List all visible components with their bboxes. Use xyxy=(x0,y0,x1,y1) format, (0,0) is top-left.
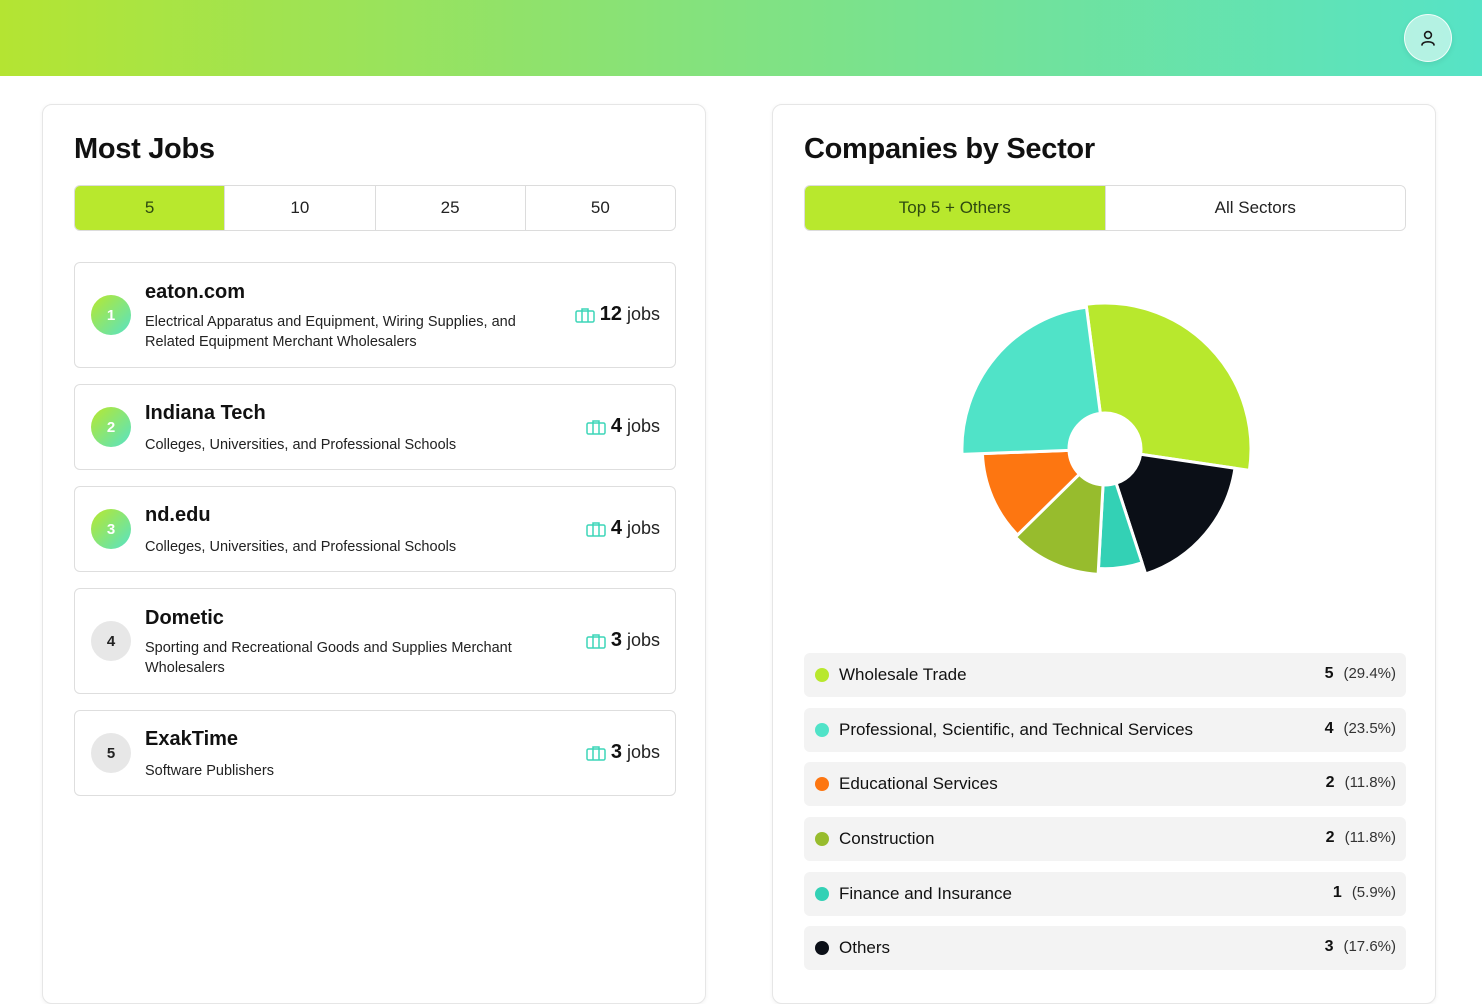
rank-badge: 2 xyxy=(91,407,131,447)
legend-dot xyxy=(815,723,829,737)
tab-all-sectors[interactable]: All Sectors xyxy=(1105,186,1405,230)
job-count: 3 jobs xyxy=(586,741,660,764)
company-list-item[interactable]: 2 Indiana Tech Colleges, Universities, a… xyxy=(74,384,676,470)
company-name: nd.edu xyxy=(145,504,211,526)
legend-percent: (11.8%) xyxy=(1344,774,1396,791)
legend-value: 1 (5.9%) xyxy=(1333,884,1396,902)
company-name: Indiana Tech xyxy=(145,402,266,424)
legend-label: Finance and Insurance xyxy=(839,884,1012,903)
tab-top-5[interactable]: 5 xyxy=(75,186,226,230)
legend-item-educational-services[interactable]: Educational Services 2 (11.8%) xyxy=(804,762,1406,806)
company-industry: Colleges, Universities, and Professional… xyxy=(145,539,457,555)
company-list-item[interactable]: 5 ExakTime Software Publishers 3 jobs xyxy=(74,710,676,796)
pie-slice-wholesale-trade[interactable] xyxy=(1084,303,1251,472)
company-industry: Colleges, Universities, and Professional… xyxy=(145,437,457,453)
briefcase-icon xyxy=(586,746,606,761)
company-name: Dometic xyxy=(145,607,224,629)
legend-label: Construction xyxy=(839,829,935,848)
briefcase-icon xyxy=(586,420,606,435)
job-count-unit: jobs xyxy=(626,518,660,538)
job-count-unit: jobs xyxy=(626,416,660,436)
legend-dot xyxy=(815,668,829,682)
sector-title: Companies by Sector xyxy=(804,133,1095,165)
legend-item-professional-services[interactable]: Professional, Scientific, and Technical … xyxy=(804,708,1406,752)
legend-dot xyxy=(815,777,829,791)
legend-label: Others xyxy=(839,938,891,957)
company-industry: Electrical Apparatus and Equipment, Wiri… xyxy=(145,314,516,350)
companies-by-sector-card: Companies by Sector Top 5 + Others All S… xyxy=(772,104,1436,1004)
legend-count: 3 xyxy=(1324,938,1334,955)
briefcase-icon xyxy=(586,522,606,537)
most-jobs-card: Most Jobs 5 10 25 50 1 eaton.com Electri… xyxy=(42,104,706,1004)
job-count-unit: jobs xyxy=(626,630,660,650)
legend-item-finance-insurance[interactable]: Finance and Insurance 1 (5.9%) xyxy=(804,872,1406,916)
job-count-number: 12 xyxy=(599,303,622,325)
sector-view-tabs: Top 5 + Others All Sectors xyxy=(804,185,1406,231)
legend-dot xyxy=(815,832,829,846)
job-count-number: 3 xyxy=(610,741,622,763)
pie-slice-professional-scientific-and-technical-services[interactable] xyxy=(960,305,1102,456)
tab-top-25[interactable]: 25 xyxy=(375,186,526,230)
legend-value: 2 (11.8%) xyxy=(1326,829,1396,847)
tab-top-5-others[interactable]: Top 5 + Others xyxy=(805,186,1106,230)
legend-label: Educational Services xyxy=(839,774,998,793)
company-list-item[interactable]: 3 nd.edu Colleges, Universities, and Pro… xyxy=(74,486,676,572)
company-list-item[interactable]: 4 Dometic Sporting and Recreational Good… xyxy=(74,588,676,694)
legend-count: 4 xyxy=(1324,720,1334,737)
job-count-number: 4 xyxy=(610,415,622,437)
job-count-unit: jobs xyxy=(626,304,660,324)
legend-count: 1 xyxy=(1332,884,1342,901)
sector-pie-chart xyxy=(960,303,1251,576)
rank-badge: 1 xyxy=(91,295,131,335)
legend-percent: (5.9%) xyxy=(1351,884,1396,901)
company-name: ExakTime xyxy=(145,728,239,750)
legend-value: 3 (17.6%) xyxy=(1325,938,1396,956)
job-count: 3 jobs xyxy=(586,629,660,652)
pie-slice-construction[interactable] xyxy=(1013,472,1105,576)
job-count: 12 jobs xyxy=(574,303,660,326)
company-industry: Sporting and Recreational Goods and Supp… xyxy=(145,640,512,676)
legend-label: Wholesale Trade xyxy=(839,665,967,684)
top-header-bar xyxy=(0,0,1482,76)
briefcase-icon xyxy=(586,634,606,649)
legend-value: 5 (29.4%) xyxy=(1325,665,1396,683)
job-count: 4 jobs xyxy=(586,517,660,540)
legend-count: 2 xyxy=(1325,774,1335,791)
most-jobs-title: Most Jobs xyxy=(74,133,215,165)
job-count: 4 jobs xyxy=(586,415,660,438)
job-count-number: 4 xyxy=(610,517,622,539)
legend-item-construction[interactable]: Construction 2 (11.8%) xyxy=(804,817,1406,861)
legend-dot xyxy=(815,941,829,955)
legend-percent: (29.4%) xyxy=(1343,665,1396,682)
legend-percent: (17.6%) xyxy=(1343,938,1396,955)
legend-label: Professional, Scientific, and Technical … xyxy=(839,720,1194,739)
legend-count: 2 xyxy=(1325,829,1335,846)
legend-item-others[interactable]: Others 3 (17.6%) xyxy=(804,926,1406,970)
job-count-unit: jobs xyxy=(626,742,660,762)
pie-slice-others[interactable] xyxy=(1114,452,1237,576)
user-icon xyxy=(1421,30,1435,46)
legend-item-wholesale-trade[interactable]: Wholesale Trade 5 (29.4%) xyxy=(804,653,1406,697)
briefcase-icon xyxy=(574,308,595,323)
legend-count: 5 xyxy=(1324,665,1334,682)
rank-badge: 4 xyxy=(91,621,131,661)
company-industry: Software Publishers xyxy=(145,763,274,779)
rank-badge: 3 xyxy=(91,509,131,549)
legend-dot xyxy=(815,887,829,901)
most-jobs-count-tabs: 5 10 25 50 xyxy=(74,185,676,231)
user-avatar-button[interactable] xyxy=(1404,14,1452,62)
legend-percent: (23.5%) xyxy=(1343,720,1396,737)
legend-value: 2 (11.8%) xyxy=(1326,774,1396,792)
rank-badge: 5 xyxy=(91,733,131,773)
job-count-number: 3 xyxy=(610,629,622,651)
tab-top-50[interactable]: 50 xyxy=(525,186,675,230)
company-list-item[interactable]: 1 eaton.com Electrical Apparatus and Equ… xyxy=(74,262,676,368)
tab-top-10[interactable]: 10 xyxy=(225,186,376,230)
legend-value: 4 (23.5%) xyxy=(1325,720,1396,738)
company-name: eaton.com xyxy=(145,281,246,303)
legend-percent: (11.8%) xyxy=(1344,829,1396,846)
